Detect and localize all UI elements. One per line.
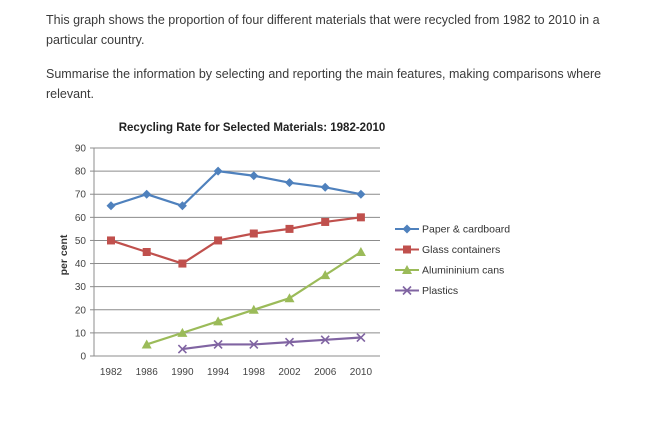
- series-plastics: [177, 332, 366, 354]
- legend-label: Paper & cardboard: [422, 224, 510, 236]
- data-point: [285, 178, 294, 188]
- data-point: [213, 339, 223, 350]
- legend: Paper & cardboard Glass containers Alumini…: [395, 224, 510, 297]
- data-point: [249, 171, 259, 181]
- y-tick-label: 50: [75, 236, 87, 247]
- data-point: [356, 213, 365, 222]
- series-line: [182, 336, 361, 351]
- x-tick-label: 2002: [278, 367, 301, 378]
- y-tick-label: 70: [75, 190, 87, 201]
- y-tick-label: 90: [75, 144, 87, 155]
- legend-item: Glass containers: [395, 244, 500, 256]
- x-tick-label: 1982: [100, 367, 123, 378]
- legend-item: Alumininium cans: [395, 265, 504, 277]
- legend-label: Plastics: [422, 285, 458, 297]
- data-point: [106, 201, 116, 211]
- y-tick-label: 0: [80, 352, 86, 363]
- legend-item: Paper & cardboard: [395, 224, 510, 236]
- prompt-paragraph-1: This graph shows the proportion of four …: [46, 13, 600, 47]
- data-point: [320, 335, 330, 345]
- data-point: [321, 217, 330, 226]
- data-point: [214, 236, 223, 245]
- data-point: [320, 270, 331, 280]
- x-tick-label: 1994: [207, 367, 230, 378]
- data-point: [249, 229, 258, 238]
- prompt-paragraph-2: Summarise the information by selecting a…: [46, 67, 602, 101]
- y-tick-label: 10: [75, 328, 87, 339]
- legend-marker: [402, 224, 412, 234]
- data-point: [107, 236, 115, 245]
- series-line: [110, 170, 362, 207]
- y-tick-label: 20: [75, 305, 87, 316]
- data-point: [177, 344, 187, 354]
- data-point: [356, 332, 366, 343]
- gridlines: [94, 147, 380, 334]
- series-alumininium-cans: [141, 247, 366, 349]
- data-point: [141, 339, 152, 349]
- y-tick-label: 30: [75, 282, 87, 293]
- legend-label: Glass containers: [422, 244, 500, 256]
- data-point: [248, 304, 259, 314]
- x-tick-label: 1998: [243, 367, 266, 378]
- series-line: [110, 216, 362, 265]
- data-point: [284, 293, 295, 303]
- data-point: [285, 224, 294, 233]
- legend-marker: [402, 265, 412, 274]
- y-tick-label: 40: [75, 259, 87, 270]
- data-point: [142, 189, 152, 199]
- x-tick-label: 2006: [314, 367, 337, 378]
- data-point: [320, 182, 330, 192]
- legend-marker: [402, 285, 412, 296]
- x-tick-label: 1990: [171, 367, 194, 378]
- y-tick-label: 80: [75, 167, 87, 178]
- x-tick-label: 1986: [136, 367, 159, 378]
- data-point: [356, 189, 366, 199]
- legend-label: Alumininium cans: [422, 265, 504, 277]
- x-tick-label: 2010: [350, 367, 373, 378]
- data-point: [213, 166, 223, 176]
- legend-item: Plastics: [395, 285, 458, 297]
- series-glass-containers: [107, 213, 365, 268]
- chart-title: Recycling Rate for Selected Materials: 1…: [119, 122, 386, 134]
- data-point: [178, 259, 187, 268]
- data-point: [177, 201, 187, 211]
- data-point: [355, 247, 366, 256]
- axes: 0 10 20 30 40 50 60 70 80 90 1982 1986 1990 1994 1998 2…: [75, 144, 380, 378]
- y-tick-label: 60: [75, 213, 87, 224]
- legend-marker: [403, 245, 411, 254]
- data-point: [213, 316, 224, 326]
- data-point: [284, 337, 295, 347]
- data-point: [177, 327, 188, 337]
- y-axis-title: per cent: [58, 234, 70, 275]
- data-point: [142, 248, 151, 256]
- data-point: [249, 339, 259, 350]
- series-paper-cardboard: [106, 166, 366, 211]
- series-lines: [106, 166, 366, 354]
